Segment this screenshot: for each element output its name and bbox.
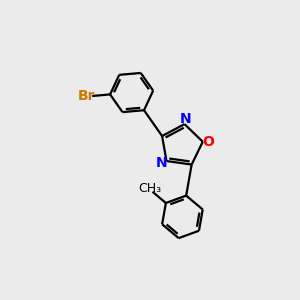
Text: O: O [202, 135, 214, 149]
Text: Br: Br [77, 89, 95, 103]
Text: N: N [180, 112, 192, 126]
Text: CH₃: CH₃ [138, 182, 161, 195]
Text: N: N [155, 155, 167, 170]
